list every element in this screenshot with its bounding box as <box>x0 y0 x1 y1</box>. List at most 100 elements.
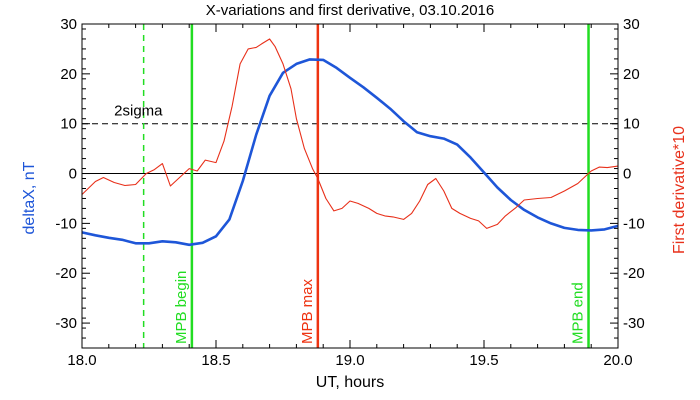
data-point-derivative <box>459 213 460 214</box>
data-point-derivative <box>486 228 487 229</box>
data-point-derivative <box>274 46 275 47</box>
data-point-deltaX <box>403 121 404 122</box>
y-axis-label-left: deltaX, nT <box>21 161 38 234</box>
marker-label-mpb_end: MPB end <box>570 282 587 344</box>
data-point-derivative <box>223 141 224 142</box>
data-point-deltaX <box>189 244 190 245</box>
y-tick-label-right: 0 <box>623 166 631 183</box>
data-point-deltaX <box>162 241 163 242</box>
y-tick-label-left: 10 <box>60 116 77 133</box>
data-point-deltaX <box>309 59 310 60</box>
data-point-deltaX <box>470 157 471 158</box>
data-point-derivative <box>607 167 608 168</box>
data-point-derivative <box>403 219 404 220</box>
data-point-derivative <box>197 170 198 171</box>
data-point-deltaX <box>416 132 417 133</box>
data-point-derivative <box>349 200 350 201</box>
chart-title: X-variations and first derivative, 03.10… <box>206 2 495 19</box>
series-line-deltaX <box>81 58 619 247</box>
data-point-derivative <box>497 224 498 225</box>
y-axis-label-right: First derivative*10 <box>671 126 688 254</box>
data-point-derivative <box>577 183 578 184</box>
data-point-deltaX <box>269 95 270 96</box>
y-axis-ticks: -30 -30 -20 -20 -10 -10 0 0 10 10 20 20 30 30 <box>55 16 645 349</box>
y-tick-label-left: 20 <box>60 66 77 83</box>
data-point-deltaX <box>591 230 592 231</box>
data-point-deltaX <box>524 209 525 210</box>
data-point-derivative <box>248 48 249 49</box>
plot-frame <box>81 23 619 349</box>
data-point-deltaX <box>510 199 511 200</box>
data-point-derivative <box>215 162 216 163</box>
data-point-deltaX <box>95 235 96 236</box>
data-point-deltaX <box>577 229 578 230</box>
data-point-deltaX <box>122 239 123 240</box>
data-point-deltaX <box>108 237 109 238</box>
reference-lines <box>82 123 618 175</box>
data-point-derivative <box>564 190 565 191</box>
data-point-derivative <box>256 47 257 48</box>
data-point-derivative <box>146 173 147 174</box>
y-tick-label-left: 30 <box>60 16 77 33</box>
x-tick-label: 18.5 <box>201 352 230 369</box>
x-tick-label: 20.0 <box>603 352 632 369</box>
data-point-derivative <box>162 163 163 164</box>
y-tick-label-left: 0 <box>69 166 77 183</box>
data-point-deltaX <box>537 217 538 218</box>
data-point-derivative <box>537 198 538 199</box>
two-sigma-label: 2sigma <box>114 103 163 120</box>
data-point-derivative <box>516 207 517 208</box>
data-point-derivative <box>451 208 452 209</box>
data-point-deltaX <box>148 243 149 244</box>
y-tick-label-right: 30 <box>623 16 640 33</box>
y-tick-label-left: -10 <box>55 215 77 232</box>
series-lines <box>81 38 619 247</box>
x-axis-ticks: 18.0 18.5 19.0 19.5 20.0 <box>67 24 633 369</box>
data-point-derivative <box>304 148 305 149</box>
data-point-derivative <box>189 168 190 169</box>
data-point-deltaX <box>550 223 551 224</box>
data-point-deltaX <box>443 138 444 139</box>
data-point-derivative <box>505 215 506 216</box>
data-point-derivative <box>95 181 96 182</box>
data-point-derivative <box>376 213 377 214</box>
data-point-derivative <box>368 208 369 209</box>
plot-area: MPB begin MPB max MPB end <box>81 24 619 348</box>
data-point-derivative <box>550 197 551 198</box>
data-point-derivative <box>269 38 270 39</box>
data-point-derivative <box>357 203 358 204</box>
marker-label-mpb_begin: MPB begin <box>173 271 190 344</box>
data-point-deltaX <box>363 87 364 88</box>
data-point-derivative <box>317 178 318 179</box>
y-tick-label-left: -20 <box>55 265 77 282</box>
data-point-derivative <box>114 182 115 183</box>
data-point-deltaX <box>256 134 257 135</box>
data-point-derivative <box>478 220 479 221</box>
data-point-deltaX <box>390 108 391 109</box>
data-point-derivative <box>419 200 420 201</box>
x-tick-label: 19.5 <box>469 352 498 369</box>
data-point-derivative <box>135 184 136 185</box>
data-point-derivative <box>333 210 334 211</box>
data-point-derivative <box>470 218 471 219</box>
data-point-deltaX <box>430 136 431 137</box>
data-point-derivative <box>341 208 342 209</box>
data-point-derivative <box>435 178 436 179</box>
data-point-derivative <box>124 185 125 186</box>
y-tick-label-right: -10 <box>623 215 645 232</box>
y-tick-label-right: -20 <box>623 265 645 282</box>
x-tick-label: 19.0 <box>335 352 364 369</box>
data-point-derivative <box>443 190 444 191</box>
data-point-deltaX <box>483 172 484 173</box>
y-tick-label-right: 20 <box>623 66 640 83</box>
x-axis-label: UT, hours <box>316 374 384 391</box>
data-point-deltaX <box>229 219 230 220</box>
data-point-deltaX <box>202 242 203 243</box>
data-point-derivative <box>427 184 428 185</box>
data-point-derivative <box>282 63 283 64</box>
data-point-deltaX <box>457 144 458 145</box>
y-tick-label-right: 10 <box>623 116 640 133</box>
data-point-deltaX <box>242 180 243 181</box>
data-point-deltaX <box>497 187 498 188</box>
